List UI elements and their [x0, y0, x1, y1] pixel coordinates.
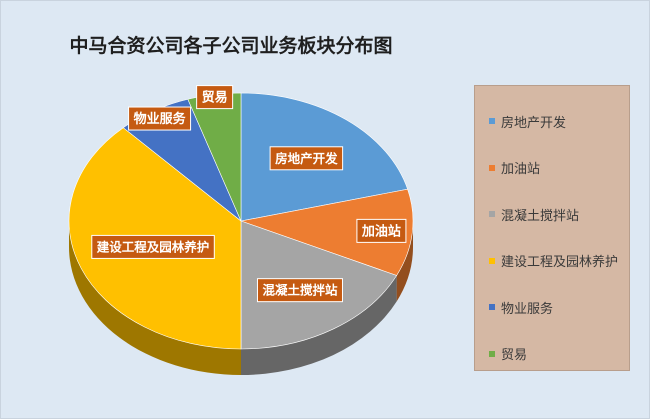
- legend-swatch: [489, 257, 495, 264]
- pie-slice-side-1: [396, 221, 413, 302]
- pie-label-2: 混凝土搅拌站: [256, 278, 343, 303]
- pie-label-box: [91, 234, 215, 259]
- pie-label-4: 物业服务: [128, 106, 192, 131]
- pie-label-1: 加油站: [356, 218, 407, 243]
- pie-label-text: 物业服务: [134, 111, 187, 127]
- chart-title: 中马合资公司各子公司业务板块分布图: [69, 35, 393, 57]
- pie-label-5: 贸易: [196, 85, 234, 110]
- legend-label: 房地产开发: [501, 115, 567, 131]
- pie-label-3: 建设工程及园林养护: [91, 234, 215, 259]
- chart-legend: 房地产开发加油站混凝土搅拌站建设工程及园林养护 物业服务贸易: [474, 85, 630, 371]
- legend-label: 建设工程及园林养护: [501, 255, 619, 271]
- legend-item: 混凝土搅拌站: [489, 191, 629, 238]
- legend-item: 房地产开发: [489, 98, 629, 145]
- legend-swatch: [489, 350, 495, 357]
- legend-swatch: [489, 118, 495, 125]
- legend-swatch: [489, 211, 495, 218]
- pie-label-text: 贸易: [202, 90, 228, 106]
- pie-label-box: [196, 85, 234, 110]
- legend-item: 加油站: [489, 145, 629, 192]
- legend-label: 物业服务: [501, 301, 554, 317]
- pie-label-text: 混凝土搅拌站: [262, 283, 338, 298]
- pie-label-text: 房地产开发: [275, 151, 338, 166]
- legend-label: 贸易: [501, 348, 528, 364]
- legend-label: 混凝土搅拌站: [501, 208, 580, 224]
- pie-label-text: 建设工程及园林养护: [97, 239, 210, 254]
- pie-label-0: 房地产开发: [269, 146, 344, 171]
- pie-label-box: [269, 146, 344, 171]
- legend-item: 物业服务: [489, 284, 629, 331]
- pie-slice-side-2: [241, 275, 397, 375]
- legend-label: 加油站: [501, 162, 541, 178]
- pie-slice-1: [239, 188, 414, 276]
- legend-swatch: [489, 164, 495, 171]
- pie-label-text: 加油站: [361, 223, 401, 239]
- legend-swatch: [489, 304, 495, 311]
- pie-label-box: [256, 278, 343, 303]
- pie-label-box: [356, 218, 407, 243]
- legend-item: 建设工程及园林养护: [489, 238, 629, 285]
- legend-item: 贸易: [489, 331, 629, 378]
- pie-label-box: [128, 106, 192, 131]
